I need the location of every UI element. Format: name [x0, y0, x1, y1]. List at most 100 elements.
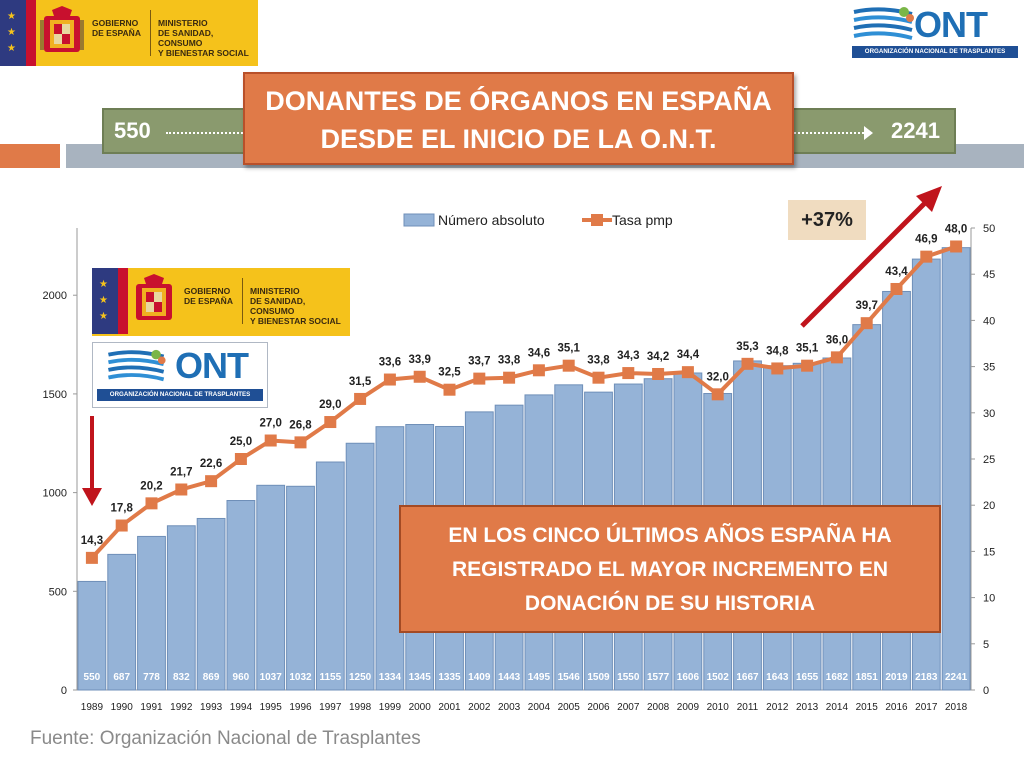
ont-swoosh-icon — [108, 349, 166, 382]
ont-fullname: ORGANIZACIÓN NACIONAL DE TRASPLANTES — [97, 389, 263, 401]
x-tick-label: 1989 — [81, 702, 104, 713]
x-tick-label: 1993 — [200, 702, 223, 713]
rate-value-label: 43,4 — [885, 266, 908, 278]
y-tick-label-right: 25 — [983, 454, 995, 466]
ministry-text: MINISTERIO DE SANIDAD, CONSUMO Y BIENEST… — [158, 18, 249, 58]
y-tick-label-right: 15 — [983, 546, 995, 558]
eu-flag-strip: ★ ★ ★ — [0, 0, 26, 66]
chart-axes: 0 500 1000 1500 2000 0 5 10 15 20 25 30 35 40 45 50 — [43, 223, 996, 697]
x-tick-label: 2003 — [498, 702, 521, 713]
bar-value-label: 1509 — [587, 672, 610, 683]
x-tick-label: 1991 — [140, 702, 163, 713]
bar-value-label: 2241 — [945, 672, 968, 683]
government-text: GOBIERNO DE ESPAÑA — [184, 286, 233, 306]
annotation-arrows — [82, 186, 942, 506]
ont-fullname: ORGANIZACIÓN NACIONAL DE TRASPLANTES — [852, 46, 1018, 58]
x-tick-label: 2012 — [766, 702, 789, 713]
bar-value-label: 1606 — [677, 672, 700, 683]
rate-marker — [622, 367, 635, 380]
rate-value-label: 36,0 — [826, 334, 848, 346]
rate-marker — [264, 434, 277, 447]
bar-value-label: 1577 — [647, 672, 670, 683]
rate-marker — [443, 383, 456, 396]
y-tick-label-right: 40 — [983, 315, 995, 327]
rate-marker — [354, 392, 367, 405]
rate-marker — [383, 373, 396, 386]
rate-value-label: 26,8 — [289, 419, 312, 431]
x-tick-label: 1997 — [319, 702, 342, 713]
x-tick-label: 2010 — [707, 702, 730, 713]
bar-value-label: 2183 — [915, 672, 938, 683]
y-tick-label-right: 20 — [983, 500, 995, 512]
legend-label: Número absoluto — [438, 212, 545, 228]
coat-of-arms-icon — [136, 274, 172, 320]
arrow-right-icon — [864, 126, 873, 140]
rate-value-label: 33,8 — [498, 355, 521, 367]
x-axis-labels: 1989 1990 1991 1992 1993 1994 1995 1996 1997 1998… — [81, 702, 968, 713]
range-start: 550 — [114, 118, 151, 143]
x-tick-label: 1992 — [170, 702, 193, 713]
x-tick-label: 2006 — [587, 702, 610, 713]
source-note: Fuente: Organización Nacional de Traspla… — [30, 728, 421, 749]
rate-marker — [741, 357, 754, 370]
bar — [315, 461, 345, 691]
rate-value-label: 21,7 — [170, 466, 192, 478]
x-tick-label: 2004 — [528, 702, 551, 713]
x-tick-label: 1995 — [260, 702, 283, 713]
rate-marker — [771, 362, 784, 375]
x-tick-label: 1994 — [230, 702, 253, 713]
bar — [286, 485, 315, 691]
rate-value-label: 29,0 — [319, 399, 341, 411]
rate-marker — [503, 371, 516, 384]
rate-value-label: 14,3 — [81, 535, 103, 547]
bar — [345, 442, 375, 691]
bar-value-label: 1032 — [289, 672, 312, 683]
callout-line: DONACIÓN DE SU HISTORIA — [524, 592, 816, 615]
x-tick-label: 2018 — [945, 702, 968, 713]
bar-value-label: 1550 — [617, 672, 640, 683]
rate-value-label: 34,8 — [766, 345, 789, 357]
bar-value-label: 778 — [143, 672, 160, 683]
bar-value-label: 1682 — [826, 672, 849, 683]
y-tick-label-left: 2000 — [43, 290, 67, 302]
down-arrow-head — [82, 488, 102, 506]
flag-red-strip — [118, 268, 128, 334]
rate-marker — [413, 370, 426, 383]
page-title: DONANTES DE ÓRGANOS EN ESPAÑA DESDE EL I… — [243, 72, 794, 165]
rate-series — [85, 240, 963, 564]
y-tick-label-right: 10 — [983, 593, 995, 605]
legend-swatch-marker — [591, 214, 603, 226]
bar — [137, 535, 166, 691]
rate-marker — [85, 551, 98, 564]
flag-red-strip — [26, 0, 36, 66]
rate-value-labels: 14,3 17,8 20,2 21,7 22,6 25,0 27,0 26,8 29,0 31,5… — [81, 223, 968, 546]
rate-value-label: 46,9 — [915, 234, 937, 246]
rate-value-label: 32,5 — [438, 367, 461, 379]
y-tick-label-right: 5 — [983, 639, 989, 651]
rate-marker — [473, 372, 486, 385]
bar-value-label: 1334 — [379, 672, 402, 683]
rate-value-label: 27,0 — [260, 418, 282, 430]
rate-marker — [860, 317, 873, 330]
rate-value-label: 35,1 — [558, 343, 581, 355]
ont-logo-inset: ONT ORGANIZACIÓN NACIONAL DE TRASPLANTES — [92, 342, 268, 408]
bar-value-label: 869 — [203, 672, 220, 683]
y-tick-label-right: 0 — [983, 685, 989, 697]
x-tick-label: 2001 — [438, 702, 461, 713]
rate-value-label: 35,3 — [736, 341, 758, 353]
rate-value-label: 34,3 — [617, 350, 639, 362]
bar — [196, 517, 226, 691]
rate-marker — [681, 366, 694, 379]
legend-swatch-bar — [403, 213, 435, 227]
y-tick-label-left: 1500 — [43, 389, 67, 401]
rate-value-label: 34,4 — [677, 349, 700, 361]
logo-divider — [242, 278, 243, 324]
x-tick-label: 2017 — [915, 702, 938, 713]
rate-value-label: 39,7 — [856, 300, 878, 312]
x-tick-label: 2002 — [468, 702, 491, 713]
bar-value-labels: 550 687 778 832 869 960 1037 1032 1155 1250 1334 13… — [84, 672, 968, 683]
x-tick-label: 2015 — [856, 702, 879, 713]
up-arrow-icon — [800, 196, 932, 328]
coat-of-arms-icon — [40, 6, 84, 52]
rate-marker — [145, 497, 158, 510]
